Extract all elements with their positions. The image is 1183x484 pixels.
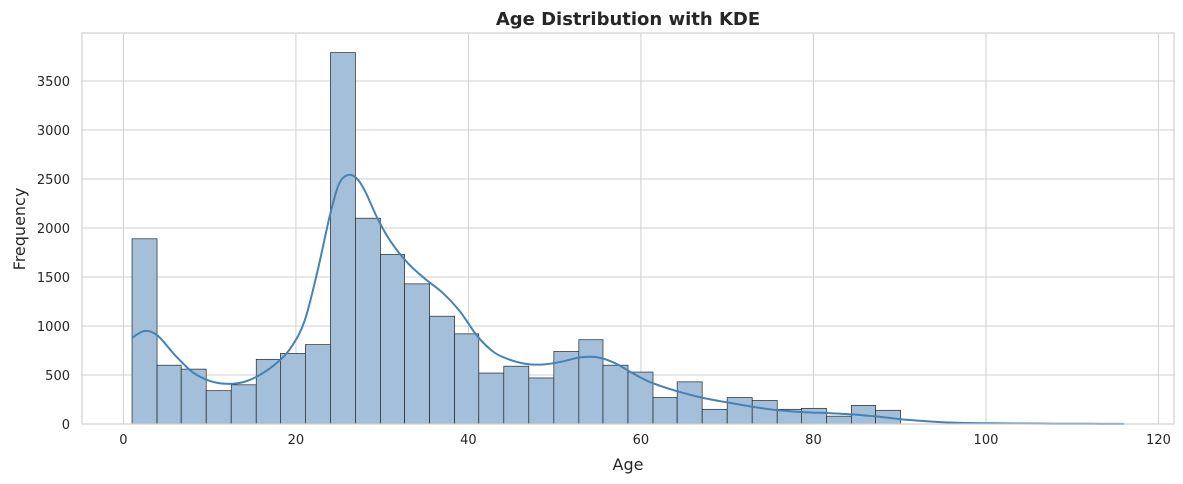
x-axis-ticks: 0 20 40 60 80 100 120	[119, 433, 1171, 448]
x-tick-label: 60	[633, 433, 650, 448]
histogram-bar	[503, 365, 530, 425]
histogram-bar	[230, 384, 257, 425]
y-tick-label: 2000	[37, 222, 70, 237]
histogram-bar	[826, 415, 852, 425]
plot-frame	[81, 32, 1175, 425]
histogram-bar	[404, 283, 430, 425]
histogram-bar	[528, 377, 555, 425]
histogram-bar	[701, 408, 728, 425]
histogram-bar	[454, 333, 480, 425]
x-tick-label: 120	[1146, 433, 1171, 448]
histogram-bar	[305, 344, 331, 425]
histogram-bar	[156, 364, 182, 425]
histogram-bar	[602, 364, 629, 425]
y-tick-label: 2500	[37, 173, 70, 188]
y-tick-label: 0	[62, 418, 70, 433]
x-tick-label: 20	[288, 433, 305, 448]
x-tick-label: 0	[119, 433, 127, 448]
x-tick-label: 100	[974, 433, 999, 448]
y-tick-label: 3000	[37, 124, 70, 139]
histogram-bar	[578, 339, 604, 425]
y-axis-ticks: 0 500 1000 1500 2000 2500 3000 3500	[37, 75, 70, 433]
chart-title: Age Distribution with KDE	[496, 9, 760, 30]
x-axis-label: Age	[613, 455, 644, 474]
histogram-bar	[429, 315, 455, 425]
histogram-bar	[478, 372, 505, 425]
y-tick-label: 1000	[37, 320, 70, 335]
y-tick-label: 500	[45, 369, 70, 384]
histogram-bar	[627, 371, 654, 425]
kde-line	[131, 173, 1125, 425]
histogram-bar	[726, 397, 753, 425]
histogram-bars	[131, 52, 901, 425]
y-tick-label: 3500	[37, 75, 70, 90]
histogram-bar	[751, 400, 778, 425]
grid-lines	[82, 33, 1174, 425]
histogram-bar	[330, 52, 356, 425]
y-tick-label: 1500	[37, 271, 70, 286]
x-tick-label: 80	[805, 433, 822, 448]
histogram-bar	[355, 217, 381, 425]
histogram-bar	[205, 390, 232, 425]
histogram-bar	[380, 254, 405, 425]
y-axis-label: Frequency	[10, 188, 29, 271]
x-tick-label: 40	[460, 433, 477, 448]
histogram-bar	[801, 407, 827, 425]
histogram-bar	[652, 397, 678, 425]
histogram-bar	[280, 353, 306, 425]
histogram-bar	[553, 351, 580, 425]
histogram-bar	[676, 381, 703, 425]
